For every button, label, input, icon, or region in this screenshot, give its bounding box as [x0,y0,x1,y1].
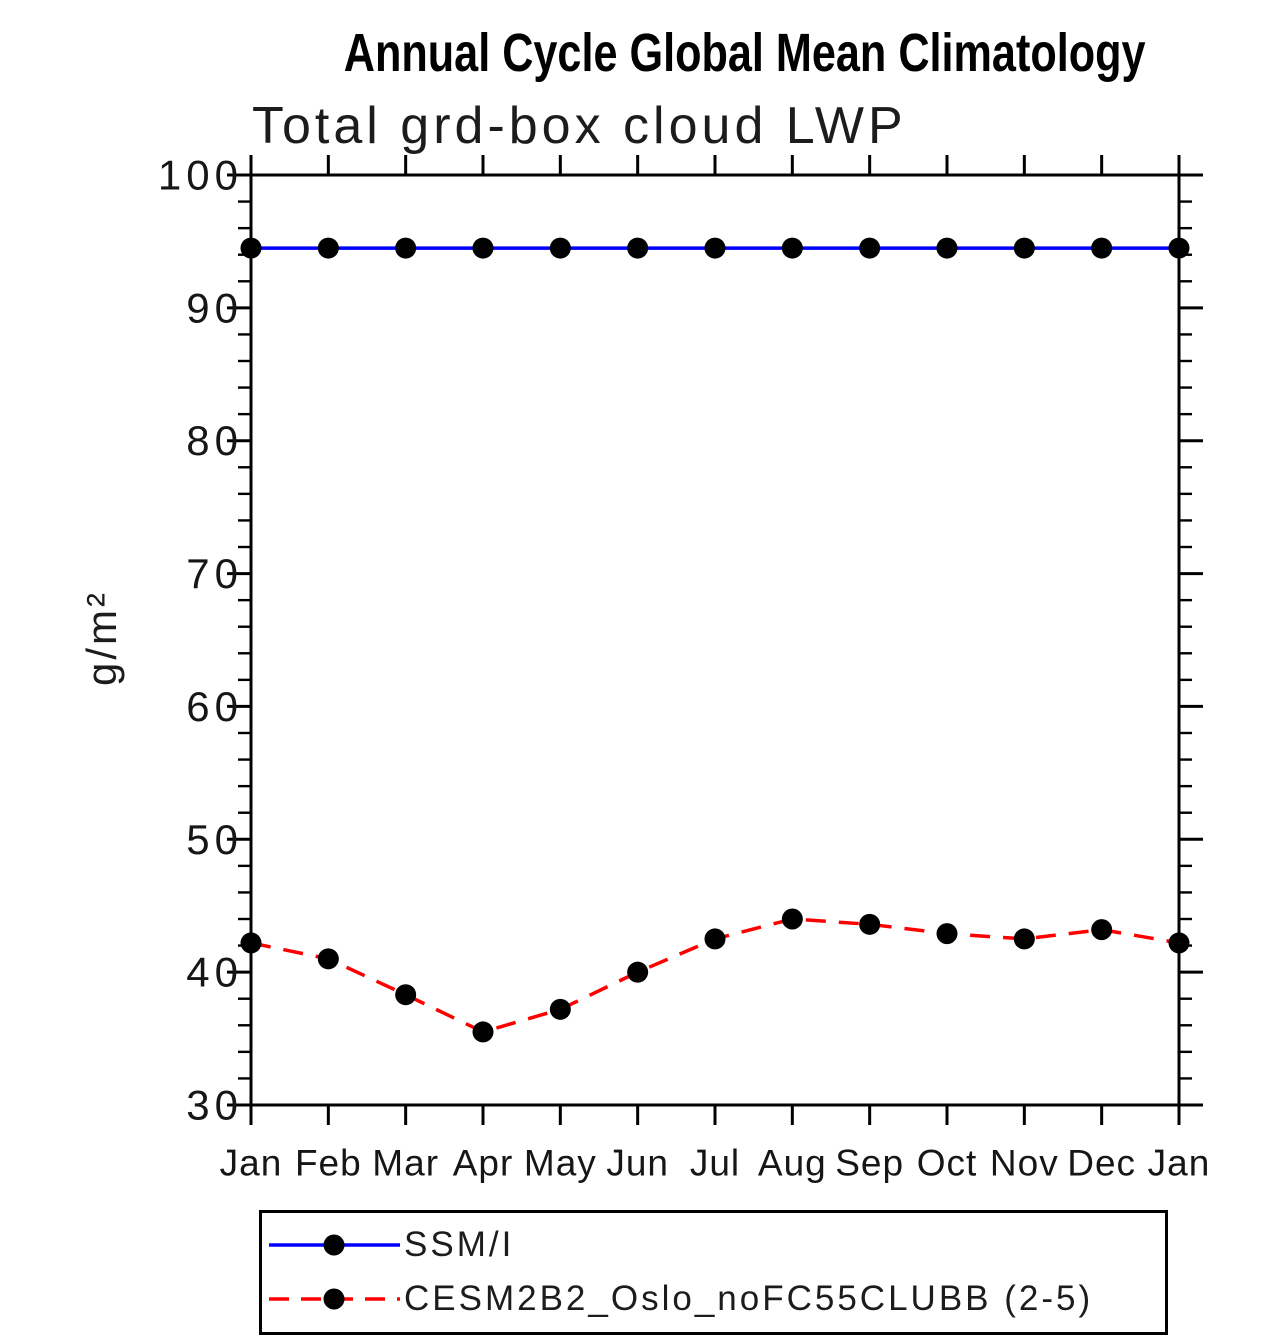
data-point-s0-10 [1013,237,1035,259]
x-tick-label: Mar [372,1143,439,1184]
x-tick-label: Jul [690,1143,740,1184]
data-point-s0-8 [859,237,881,259]
x-tick-label: Dec [1067,1143,1136,1184]
y-tick-label: 70 [186,550,243,597]
x-tick-label: Aug [758,1143,827,1184]
x-tick-label: Sep [835,1143,904,1184]
data-point-s1-9 [936,923,958,945]
data-point-s1-5 [627,961,649,983]
x-tick-label: Feb [295,1143,362,1184]
data-point-s1-6 [704,928,726,950]
data-point-s1-2 [395,984,417,1006]
x-tick-label: Jan [220,1143,283,1184]
data-point-s1-0 [240,932,262,954]
data-point-s0-9 [936,237,958,259]
data-point-s0-1 [317,237,339,259]
data-point-s0-6 [704,237,726,259]
legend-sample-solid [269,1234,400,1256]
data-point-s1-8 [859,913,881,935]
data-point-s0-0 [240,237,262,259]
legend-box: SSM/I CESM2B2_Oslo_noFC55CLUBB (2-5) [259,1210,1168,1335]
x-tick-label: May [524,1143,597,1184]
data-point-s1-1 [317,948,339,970]
x-tick-label: Nov [990,1143,1059,1184]
chart-subtitle: Total grd-box cloud LWP [252,97,907,155]
y-tick-label: 30 [186,1082,243,1129]
data-point-s1-4 [549,998,571,1020]
data-point-s1-11 [1091,919,1113,941]
data-point-s0-5 [627,237,649,259]
data-point-s0-11 [1091,237,1113,259]
legend-item-ssmi: SSM/I [267,1224,514,1266]
legend-sample-dashed [269,1288,400,1310]
data-point-s0-3 [472,237,494,259]
legend-label-cesm: CESM2B2_Oslo_noFC55CLUBB (2-5) [404,1279,1094,1318]
y-tick-label: 60 [186,683,243,730]
x-tick-label: Jun [606,1143,669,1184]
legend-item-cesm: CESM2B2_Oslo_noFC55CLUBB (2-5) [267,1278,1093,1320]
y-tick-label: 40 [186,949,243,996]
data-point-s0-2 [395,237,417,259]
data-point-s0-12 [1168,237,1190,259]
x-tick-label: Apr [453,1143,514,1184]
legend-label-ssmi: SSM/I [404,1225,515,1264]
y-tick-label: 100 [158,152,243,199]
x-tick-label: Jan [1148,1143,1211,1184]
data-point-s1-7 [781,908,803,930]
data-point-s1-3 [472,1021,494,1043]
x-tick-label: Oct [917,1143,978,1184]
data-point-s0-7 [781,237,803,259]
y-tick-label: 50 [186,816,243,863]
data-point-s1-10 [1013,928,1035,950]
y-tick-label: 90 [186,284,243,331]
y-tick-label: 80 [186,417,243,464]
data-point-s1-12 [1168,932,1190,954]
data-point-s0-4 [549,237,571,259]
chart-title: Annual Cycle Global Mean Climatology [343,23,1146,83]
legend-marker-circle-0 [323,1234,345,1256]
legend-marker-circle-1 [323,1288,345,1310]
